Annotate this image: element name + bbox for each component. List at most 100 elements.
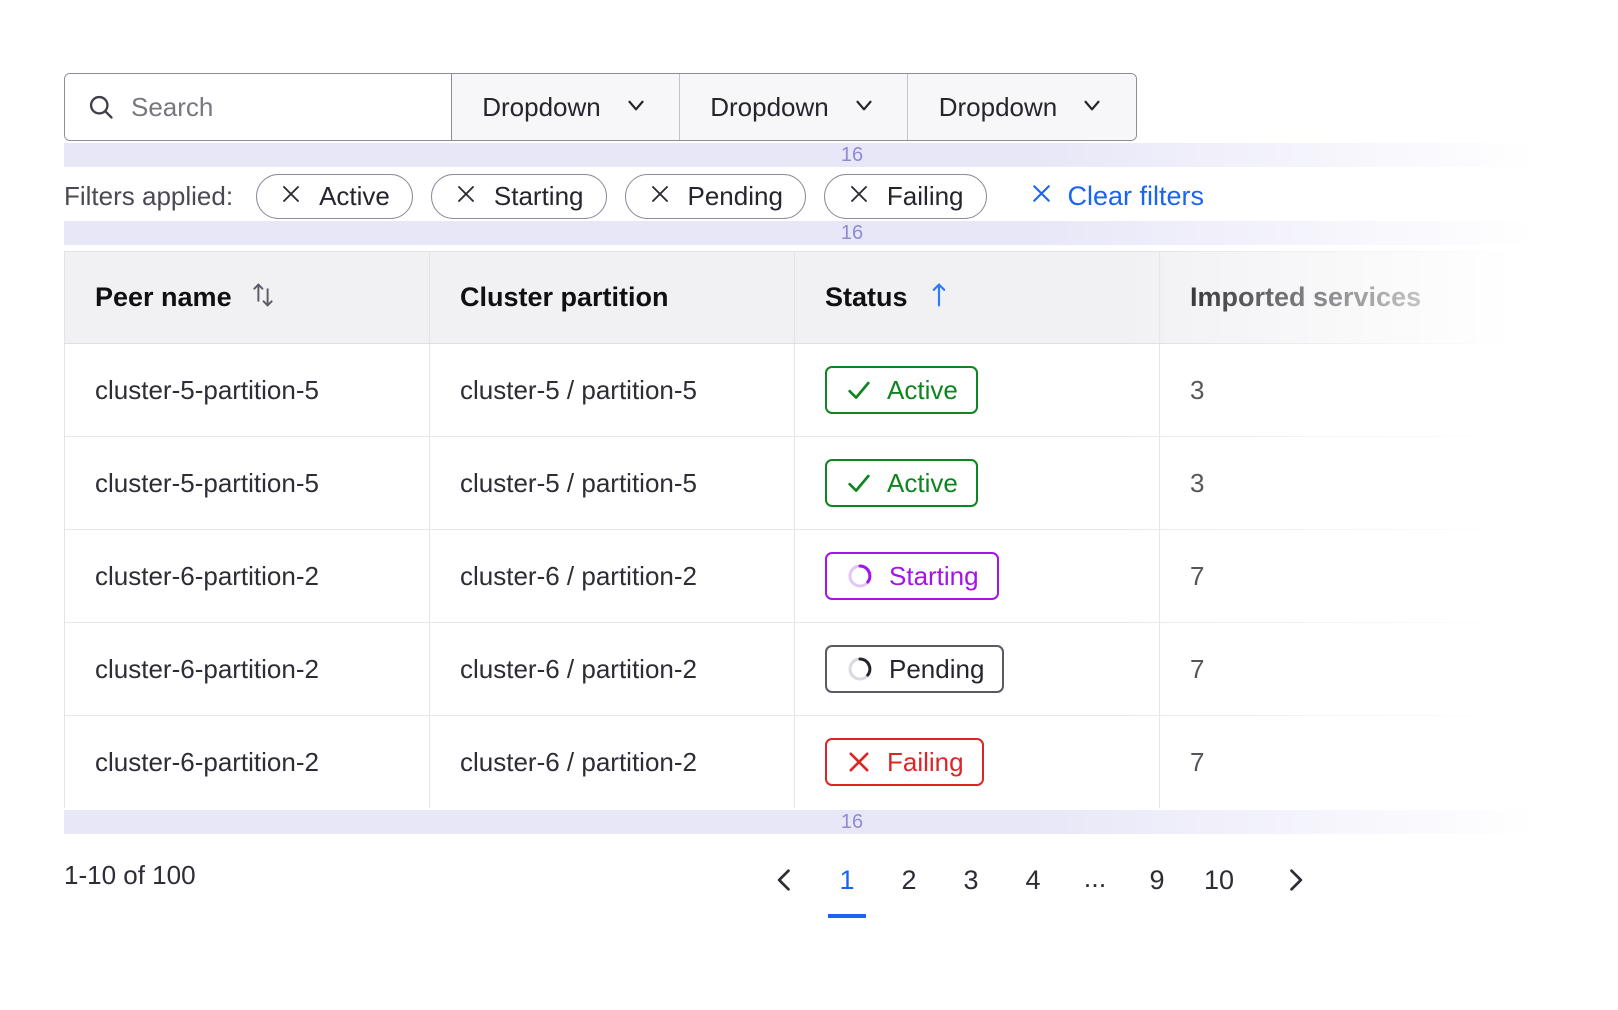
cell-peer-name: cluster-6-partition-2: [64, 529, 430, 623]
filter-chip-pending[interactable]: Pending: [624, 173, 806, 219]
cell-peer-name: cluster-5-partition-5: [64, 343, 430, 437]
spacing-band-2-value: 16: [840, 222, 864, 244]
cell-cluster-partition: cluster-6 / partition-2: [429, 715, 795, 808]
status-badge-active: Active: [825, 459, 978, 507]
chevron-down-icon: [851, 92, 877, 123]
table-body: cluster-5-partition-5 cluster-5 / partit…: [64, 343, 1534, 808]
cell-peer-name: cluster-6-partition-2: [64, 622, 430, 716]
cell-peer-name: cluster-6-partition-2: [64, 715, 430, 808]
column-header-peer-name[interactable]: Peer name: [64, 251, 430, 344]
spacing-band-1-value: 16: [840, 144, 864, 166]
cell-cluster-partition: cluster-6 / partition-2: [429, 622, 795, 716]
chevron-down-icon: [623, 92, 649, 123]
filter-chip-active-label: Active: [319, 180, 390, 211]
filters-applied-row: Filters applied: Active Starting Pending…: [64, 172, 1204, 220]
cell-cluster-partition: cluster-6 / partition-2: [429, 529, 795, 623]
pagination-next-button[interactable]: [1264, 852, 1326, 908]
filter-chip-failing[interactable]: Failing: [823, 173, 987, 219]
status-badge-label: Starting: [889, 560, 979, 591]
filter-chip-failing-label: Failing: [886, 180, 964, 211]
status-badge-label: Failing: [887, 746, 964, 777]
pagination-page-1[interactable]: 1: [816, 852, 878, 908]
cell-imported-services: 7: [1159, 622, 1534, 716]
cell-imported-services: 7: [1159, 529, 1534, 623]
column-header-peer-name-label: Peer name: [95, 282, 232, 312]
peers-table-container: Peer name Cluster partition: [64, 251, 1534, 808]
search-icon: [87, 93, 115, 121]
pagination-prev-button[interactable]: [754, 852, 816, 908]
peers-table: Peer name Cluster partition: [64, 251, 1534, 808]
filter-chip-starting-label: Starting: [493, 180, 584, 211]
table-header-row: Peer name Cluster partition: [64, 251, 1534, 344]
filter-chip-pending-label: Pending: [687, 180, 783, 211]
arrow-up-icon[interactable]: [926, 280, 952, 315]
pagination-ellipsis: ...: [1083, 863, 1107, 893]
table-footer: 1-10 of 100 1 2 3 4 ... 9 10: [64, 852, 1534, 908]
table-head: Peer name Cluster partition: [64, 251, 1534, 344]
close-icon[interactable]: [648, 182, 672, 211]
status-badge-label: Active: [887, 467, 958, 498]
dropdown-1-label: Dropdown: [482, 91, 601, 122]
cell-status: Starting: [794, 529, 1160, 623]
check-icon: [845, 469, 873, 497]
filter-chip-starting[interactable]: Starting: [430, 173, 607, 219]
table-row[interactable]: cluster-5-partition-5 cluster-5 / partit…: [64, 343, 1534, 437]
status-badge-pending: Pending: [825, 645, 1005, 693]
cell-status: Pending: [794, 622, 1160, 716]
pagination: 1 2 3 4 ... 9 10: [754, 852, 1326, 908]
table-row[interactable]: cluster-5-partition-5 cluster-5 / partit…: [64, 436, 1534, 530]
spacing-band-3: 16: [64, 810, 1534, 834]
spacing-band-1: 16: [64, 143, 1534, 167]
cell-imported-services: 7: [1159, 715, 1534, 808]
status-badge-label: Pending: [889, 653, 985, 684]
status-badge-failing: Failing: [825, 738, 984, 786]
column-header-imported-services-label: Imported services: [1190, 282, 1422, 312]
filter-toolbar: Dropdown Dropdown Dropdown: [64, 73, 1137, 141]
pagination-page-9[interactable]: 9: [1149, 864, 1165, 895]
cell-status: Active: [794, 436, 1160, 530]
sort-both-icon[interactable]: [250, 280, 276, 315]
column-header-cluster-partition[interactable]: Cluster partition: [429, 251, 795, 344]
cell-status: Active: [794, 343, 1160, 437]
column-header-status[interactable]: Status: [794, 251, 1160, 344]
pagination-page-2[interactable]: 2: [901, 864, 917, 895]
filters-applied-label: Filters applied:: [64, 180, 234, 211]
cell-cluster-partition: cluster-5 / partition-5: [429, 436, 795, 530]
close-icon[interactable]: [279, 182, 303, 211]
dropdown-1[interactable]: Dropdown: [452, 74, 680, 140]
dropdown-3[interactable]: Dropdown: [908, 74, 1136, 140]
column-header-cluster-partition-label: Cluster partition: [460, 282, 669, 312]
pagination-page-4[interactable]: 4: [1025, 864, 1041, 895]
close-icon: [1029, 181, 1054, 211]
cell-cluster-partition: cluster-5 / partition-5: [429, 343, 795, 437]
filter-chip-active[interactable]: Active: [256, 173, 413, 219]
spacing-band-2: 16: [64, 221, 1534, 245]
status-badge-starting: Starting: [825, 552, 999, 600]
spacing-band-3-value: 16: [840, 811, 864, 833]
table-row[interactable]: cluster-6-partition-2 cluster-6 / partit…: [64, 529, 1534, 623]
spinner-icon: [845, 654, 875, 684]
search-field[interactable]: [65, 74, 452, 140]
search-input[interactable]: [131, 91, 429, 123]
close-icon[interactable]: [454, 182, 478, 211]
x-icon: [845, 748, 873, 776]
table-row[interactable]: cluster-6-partition-2 cluster-6 / partit…: [64, 622, 1534, 716]
result-range-label: 1-10 of 100: [64, 860, 196, 890]
pagination-page-10[interactable]: 10: [1203, 864, 1235, 895]
cell-status: Failing: [794, 715, 1160, 808]
pagination-page-3[interactable]: 3: [963, 864, 979, 895]
table-row[interactable]: cluster-6-partition-2 cluster-6 / partit…: [64, 715, 1534, 808]
column-header-imported-services[interactable]: Imported services: [1159, 251, 1534, 344]
dropdown-3-label: Dropdown: [938, 91, 1058, 122]
status-badge-label: Active: [887, 374, 958, 405]
cell-imported-services: 3: [1159, 343, 1534, 437]
status-badge-active: Active: [825, 366, 978, 414]
clear-filters-button[interactable]: Clear filters: [1029, 181, 1204, 212]
spinner-icon: [845, 561, 875, 591]
dropdown-2[interactable]: Dropdown: [680, 74, 908, 140]
cell-peer-name: cluster-5-partition-5: [64, 436, 430, 530]
column-header-status-label: Status: [825, 282, 908, 312]
close-icon[interactable]: [847, 182, 871, 211]
dropdown-2-label: Dropdown: [710, 91, 829, 122]
